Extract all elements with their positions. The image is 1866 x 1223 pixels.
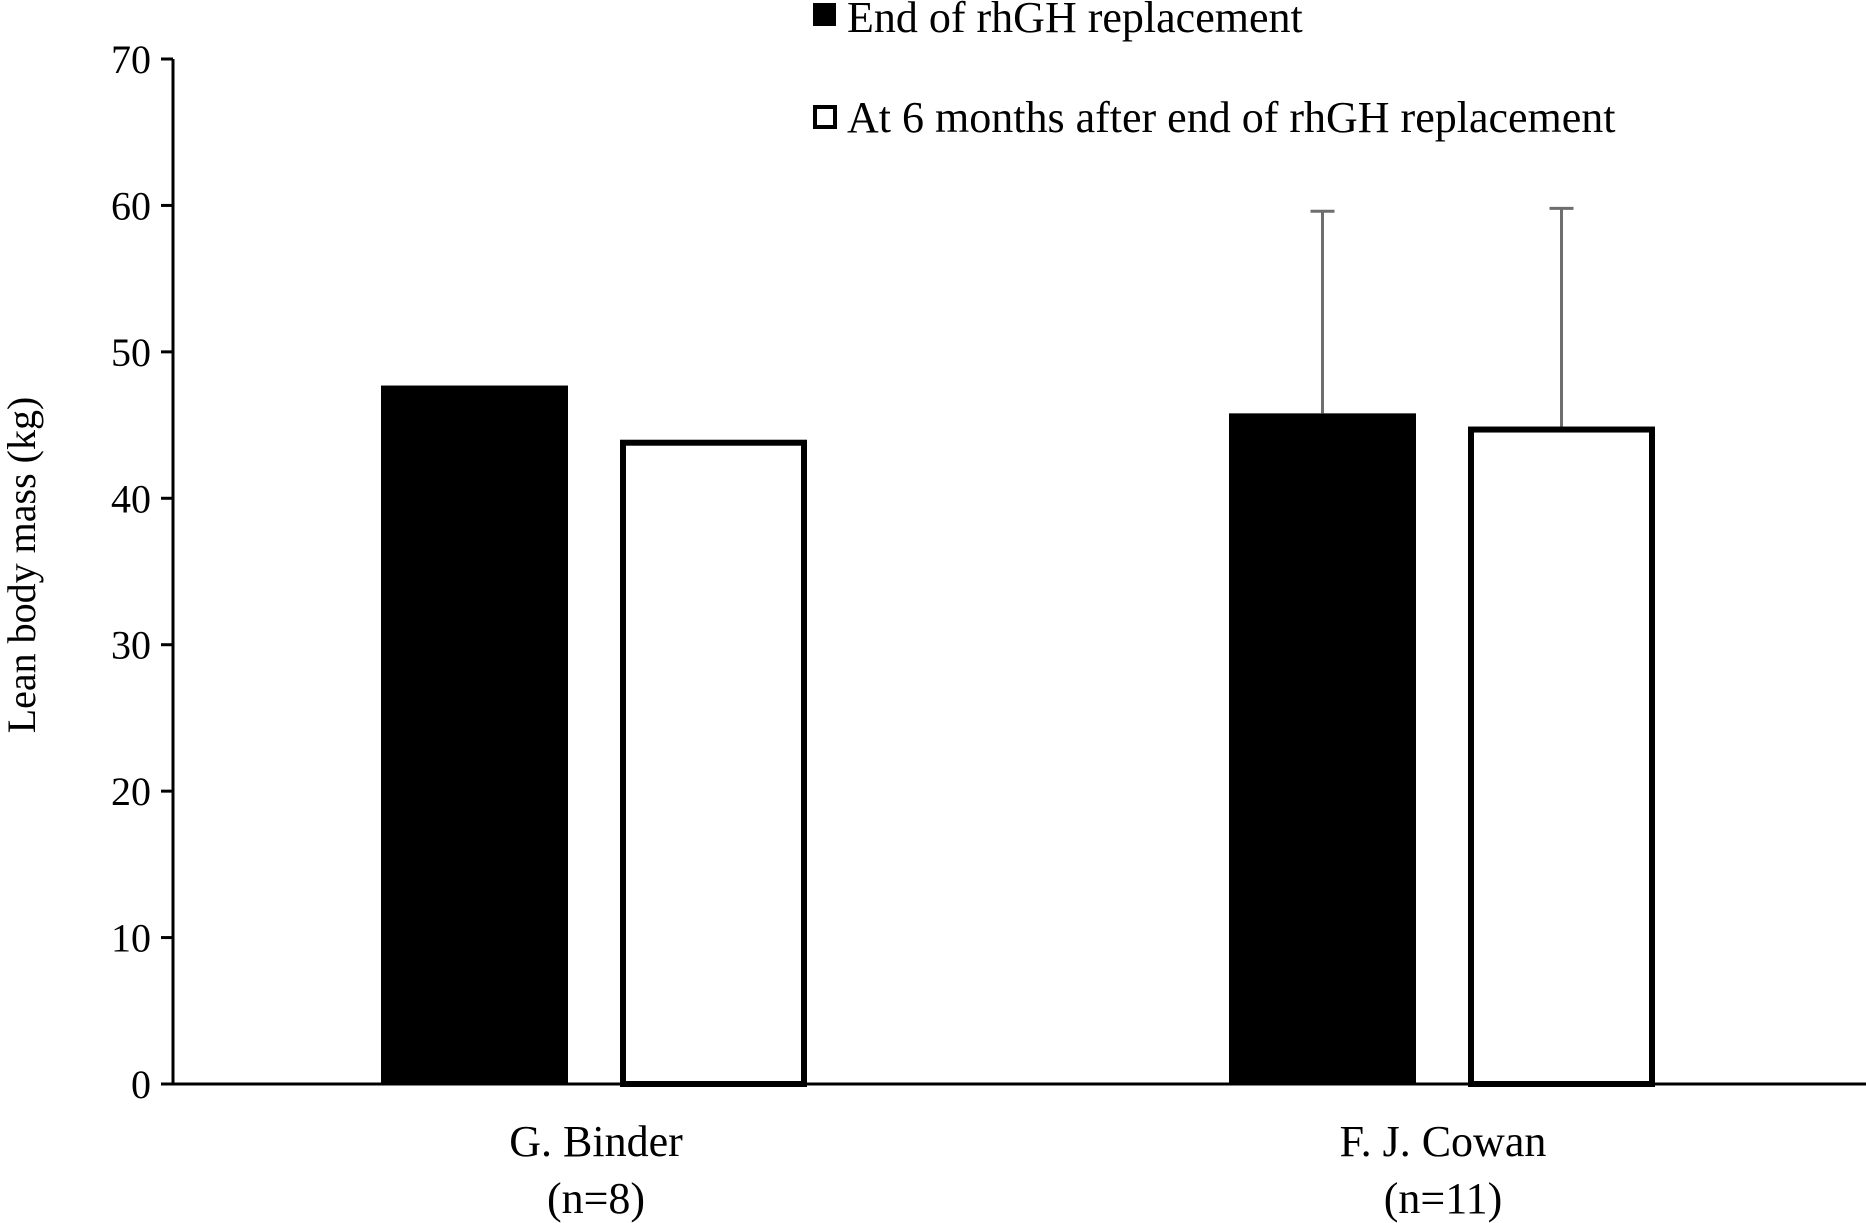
y-tick-label: 30	[111, 623, 151, 668]
y-tick-label: 50	[111, 330, 151, 375]
category-n-fj-cowan: (n=11)	[1384, 1174, 1503, 1223]
y-axis-title: Lean body mass (kg)	[0, 397, 44, 734]
legend: End of rhGH replacement At 6 months afte…	[813, 0, 1616, 142]
error-bars	[1310, 206, 1574, 427]
y-tick-label: 40	[111, 476, 151, 521]
x-axis-labels: G. Binder (n=8) F. J. Cowan (n=11)	[509, 1117, 1546, 1223]
y-tick-label: 70	[111, 37, 151, 82]
category-label-g-binder: G. Binder	[509, 1117, 683, 1166]
y-axis-ticks: 0 10 20 30 40 50 60 70	[111, 37, 173, 1107]
bar-series-2-category-2	[1468, 426, 1655, 1087]
legend-label-end-of-replacement: End of rhGH replacement	[847, 0, 1303, 42]
legend-item-6-months-after: At 6 months after end of rhGH replacemen…	[813, 93, 1616, 142]
y-tick-label: 0	[131, 1062, 151, 1107]
y-tick-label: 10	[111, 916, 151, 961]
legend-swatch-white	[813, 105, 837, 129]
legend-swatch-black	[813, 3, 836, 26]
legend-label-6-months-after: At 6 months after end of rhGH replacemen…	[847, 93, 1616, 142]
category-label-fj-cowan: F. J. Cowan	[1340, 1117, 1547, 1166]
bar-series-1-category-2	[1229, 413, 1416, 1084]
bars	[381, 385, 1655, 1087]
legend-item-end-of-replacement: End of rhGH replacement	[813, 0, 1303, 42]
category-n-g-binder: (n=8)	[547, 1174, 645, 1223]
y-tick-label: 60	[111, 183, 151, 228]
y-tick-label: 20	[111, 769, 151, 814]
bar-series-1-category-1	[381, 385, 568, 1084]
bar-series-2-category-1	[620, 439, 807, 1087]
